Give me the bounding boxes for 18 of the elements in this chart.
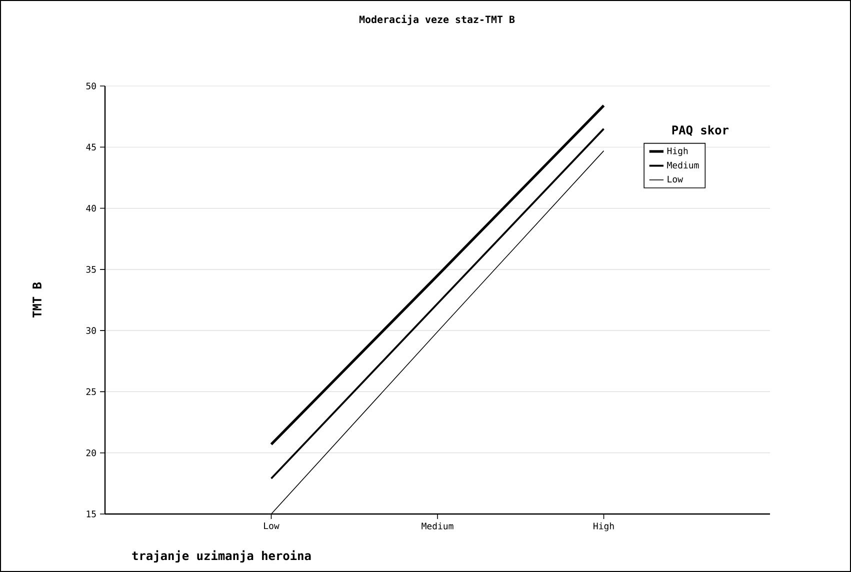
y-tick-label: 50 xyxy=(86,82,96,90)
x-axis-title: trajanje uzimanja heroina xyxy=(132,550,311,562)
y-tick-label: 25 xyxy=(86,388,96,396)
x-tick-label: Low xyxy=(264,522,280,530)
chart-title: Moderacija veze staz-TMT B xyxy=(359,14,515,26)
y-tick-label: 20 xyxy=(86,449,96,456)
y-axis-title: TMT B xyxy=(32,282,42,318)
y-tick-label: 40 xyxy=(86,204,96,212)
x-tick-label: High xyxy=(594,522,614,532)
y-tick-label: 45 xyxy=(86,144,96,150)
y-tick-label: 30 xyxy=(86,327,96,334)
legend-label: Low xyxy=(668,176,683,183)
x-tick-label: Medium xyxy=(422,522,454,530)
legend-title: PAQ skor xyxy=(672,125,728,136)
y-tick-label: 35 xyxy=(86,266,96,273)
legend-label: Medium xyxy=(667,162,699,169)
y-tick-label: 15 xyxy=(86,510,96,518)
legend-label: High xyxy=(667,147,688,156)
